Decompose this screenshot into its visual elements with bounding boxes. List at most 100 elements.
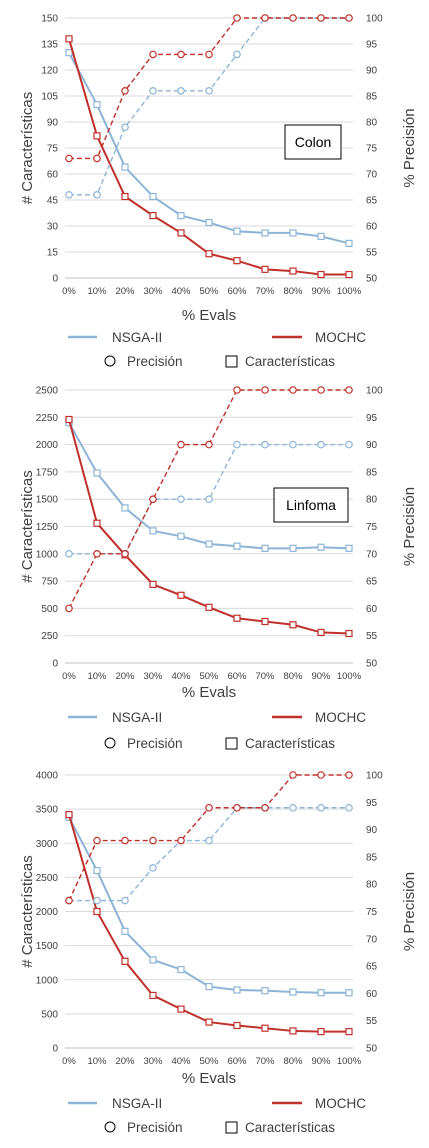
data-point-circle: [205, 803, 213, 812]
y-left-tick-label: 30: [47, 222, 59, 233]
y-left-tick-label: 1500: [36, 941, 59, 952]
legend-precision-label: Precisión: [127, 354, 183, 369]
data-point-square: [345, 270, 353, 279]
data-point-circle: [205, 440, 213, 449]
x-tick-label: 30%: [143, 286, 163, 297]
x-tick-label: 70%: [255, 671, 275, 682]
legend-features-marker: [225, 737, 238, 750]
x-tick-label: 20%: [115, 286, 135, 297]
data-point-square: [345, 1028, 353, 1036]
data-point-circle: [261, 14, 269, 22]
y-right-tick-label: 55: [366, 248, 378, 259]
y-left-tick-label: 1000: [36, 975, 59, 986]
legend-precision-marker: [104, 737, 116, 749]
y-right-tick-label: 60: [366, 989, 378, 1000]
data-point-circle: [93, 191, 101, 199]
legend-mochc-label: MOCHC: [315, 710, 366, 725]
y-right-tick-label: 95: [366, 798, 378, 809]
x-tick-label: 50%: [199, 671, 219, 682]
data-point-circle: [289, 803, 297, 812]
y-right-tick-label: 100: [366, 14, 383, 25]
y-right-tick-label: 90: [366, 66, 378, 77]
data-point-circle: [289, 771, 297, 779]
y-right-tick-label: 85: [366, 92, 378, 103]
chart-panel-2: 0 250 500 750 1000 1250 1500 1750 2000 2250 2500 50…: [19, 386, 418, 752]
y-right-tick-label: 75: [366, 144, 378, 155]
data-point-square: [93, 519, 101, 527]
data-point-square: [289, 267, 297, 275]
data-point-square: [65, 49, 73, 57]
data-point-circle: [261, 803, 269, 812]
x-tick-label: 20%: [115, 1056, 135, 1067]
data-point-square: [289, 621, 297, 629]
data-point-square: [317, 543, 325, 551]
y-right-tick-label: 90: [366, 440, 378, 451]
y-right-tick-label: 90: [366, 825, 378, 836]
legend-mochc-label: MOCHC: [315, 330, 366, 345]
data-point-square: [261, 229, 269, 237]
data-point-circle: [317, 803, 325, 812]
data-point-square: [121, 504, 129, 512]
data-point-square: [149, 991, 157, 1000]
chart-legend-1: NSGA-II MOCHC Precisión Características: [68, 330, 366, 369]
data-point-circle: [233, 14, 241, 22]
y-left-axis-title: # Características: [19, 855, 36, 968]
x-tick-label: 10%: [87, 671, 107, 682]
data-point-circle: [149, 87, 157, 95]
data-point-square: [65, 35, 73, 43]
x-tick-label: 0%: [62, 671, 76, 682]
y-left-tick-label: 1750: [36, 467, 59, 478]
data-point-circle: [121, 123, 129, 132]
data-point-square: [345, 629, 353, 638]
y-left-tick-label: 2500: [36, 386, 59, 397]
data-point-square: [289, 1027, 297, 1035]
x-tick-label: 80%: [283, 671, 303, 682]
y-left-tick-label: 135: [41, 40, 58, 51]
y-left-tick-label: 2500: [36, 873, 59, 884]
data-point-circle: [65, 604, 73, 613]
legend-nsga-label: NSGA-II: [112, 710, 162, 725]
data-point-circle: [317, 771, 325, 779]
data-point-square: [345, 989, 353, 997]
y-left-tick-label: 0: [52, 1044, 58, 1055]
chart-title: Linfoma: [286, 497, 336, 513]
x-axis-title: % Evals: [182, 1070, 236, 1087]
y-right-tick-label: 100: [366, 771, 383, 782]
data-point-circle: [261, 386, 269, 394]
chart-title-box: [284, 124, 342, 160]
data-point-square: [93, 101, 101, 109]
data-point-circle: [233, 50, 241, 59]
x-tick-label: 80%: [283, 286, 303, 297]
y-left-tick-label: 105: [41, 92, 58, 103]
y-left-tick-label: 45: [47, 196, 59, 207]
data-point-circle: [65, 191, 73, 199]
y-right-tick-label: 85: [366, 852, 378, 863]
x-tick-label: 100%: [337, 671, 362, 682]
y-left-tick-label: 500: [41, 604, 58, 615]
y-left-tick-label: 75: [47, 144, 59, 155]
data-point-square: [345, 544, 353, 552]
data-point-square: [177, 1005, 185, 1013]
x-tick-label: 50%: [199, 1056, 219, 1067]
y-left-tick-label: 150: [41, 14, 58, 25]
data-point-square: [205, 250, 213, 258]
x-tick-label: 30%: [143, 1056, 163, 1067]
y-left-tick-label: 750: [41, 577, 58, 588]
data-point-circle: [205, 50, 213, 59]
y-left-tick-label: 3000: [36, 839, 59, 850]
data-point-circle: [93, 549, 101, 558]
data-point-circle: [177, 87, 185, 95]
data-point-square: [177, 532, 185, 540]
data-point-square: [261, 987, 269, 995]
data-point-circle: [149, 495, 157, 504]
y-left-tick-label: 1000: [36, 549, 59, 560]
data-point-square: [177, 212, 185, 220]
data-point-square: [233, 257, 241, 265]
y-right-tick-label: 65: [366, 196, 378, 207]
y-right-tick-label: 80: [366, 495, 378, 506]
y-left-tick-label: 1500: [36, 495, 59, 506]
data-point-square: [205, 982, 213, 991]
data-point-square: [121, 163, 129, 171]
data-point-square: [289, 544, 297, 552]
data-point-circle: [177, 836, 185, 845]
